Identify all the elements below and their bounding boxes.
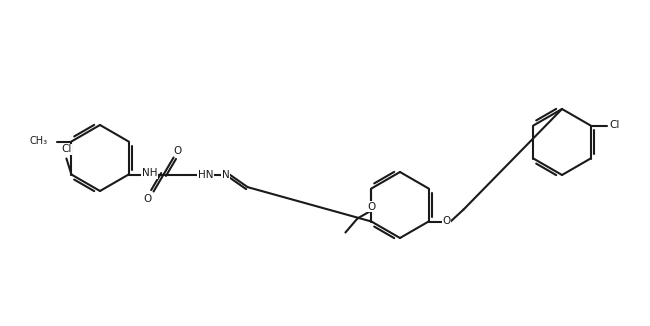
Text: NH: NH bbox=[142, 169, 157, 179]
Text: O: O bbox=[367, 201, 376, 212]
Text: HN: HN bbox=[198, 170, 213, 180]
Text: O: O bbox=[144, 194, 151, 203]
Text: O: O bbox=[174, 145, 182, 156]
Text: Cl: Cl bbox=[61, 144, 72, 155]
Text: CH₃: CH₃ bbox=[29, 137, 47, 146]
Text: O: O bbox=[443, 216, 450, 227]
Text: N: N bbox=[222, 170, 229, 180]
Text: Cl: Cl bbox=[610, 121, 619, 130]
